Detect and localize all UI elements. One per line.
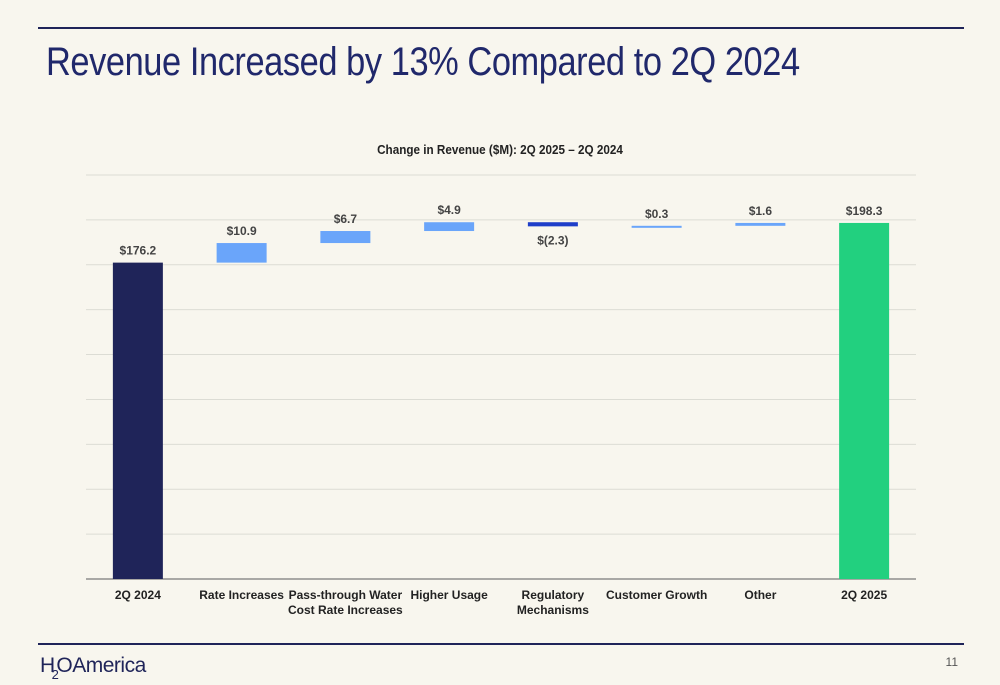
data-label-6: $1.6 [749,204,773,218]
h2o-mark: H2O [40,654,73,682]
bar-4 [527,222,578,227]
bar-2 [320,231,371,244]
category-label-line: Regulatory [522,588,585,602]
bar-7 [839,222,890,579]
chart-title: Change in Revenue ($M): 2Q 2025 – 2Q 202… [377,142,623,157]
category-label-line: Cost Rate Increases [288,603,403,617]
data-label-7: $198.3 [846,204,883,218]
bar-6 [735,222,786,226]
category-label-line: Customer Growth [606,588,707,602]
category-label-line: Mechanisms [517,603,589,617]
page-number: 11 [945,655,958,669]
category-label-3: Higher Usage [410,588,488,602]
waterfall-chart: $176.2$10.9$6.7$4.9$(2.3)$0.3 $1.6 $198.3 … [86,174,916,617]
category-label-line: 2Q 2024 [115,588,161,602]
category-label-line: Other [744,588,776,602]
bottom-divider [38,643,964,645]
bar-1 [216,243,267,263]
bar-layer [112,222,890,579]
category-label-7: 2Q 2025 [841,588,887,602]
data-label-2: $6.7 [334,212,358,226]
category-label-1: Rate Increases [199,588,284,602]
company-logo: H2OAmerica [40,654,146,682]
category-label-0: 2Q 2024 [115,588,161,602]
data-label-4: $(2.3) [537,233,568,247]
slide-title: Revenue Increased by 13% Compared to 2Q … [46,40,800,84]
top-divider [38,27,964,29]
category-label-6: Other [744,588,776,602]
category-label-4: Regulatory Mechanisms [517,588,589,617]
data-label-3: $4.9 [437,203,461,217]
category-label-line: 2Q 2025 [841,588,887,602]
category-label-line: Pass-through Water [289,588,403,602]
category-label-2: Pass-through Water Cost Rate Increases [288,588,403,617]
category-label-5: Customer Growth [606,588,707,602]
category-label-layer: 2Q 2024 Rate Increases Pass-through Water C… [115,588,888,617]
bar-5 [631,225,682,228]
category-label-line: Rate Increases [199,588,284,602]
data-label-layer: $176.2 $10.9 $6.7 $4.9 $(2.3) $0.3 $1.6 $198.3 [120,203,883,257]
bar-3 [424,222,475,232]
data-label-0: $176.2 [120,244,157,258]
data-label-5: $0.3 [645,207,669,221]
bar-0 [112,262,163,579]
logo-wordmark: America [72,654,146,677]
category-label-line: Higher Usage [410,588,488,602]
data-label-1: $10.9 [227,224,257,238]
grid-layer [86,174,916,580]
